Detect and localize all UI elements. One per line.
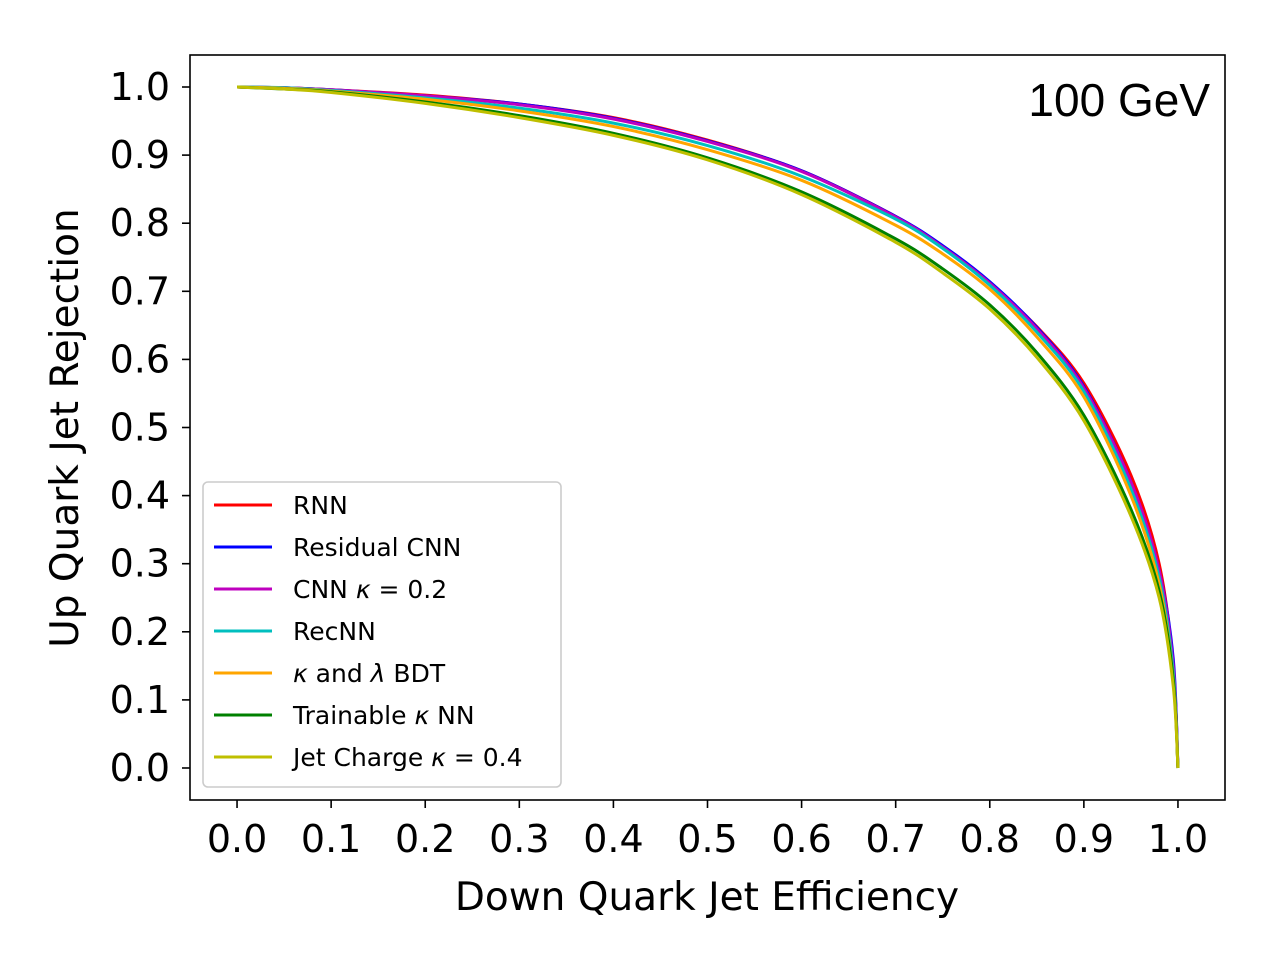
x-tick-label: 0.8 — [960, 817, 1020, 861]
legend-label: RNN — [293, 491, 348, 520]
legend-label: Residual CNN — [293, 533, 461, 562]
y-tick-label: 0.8 — [110, 201, 170, 245]
legend-label: Jet Charge κ = 0.4 — [291, 743, 523, 772]
y-tick-label: 0.4 — [110, 474, 170, 518]
x-tick-label: 0.7 — [865, 817, 925, 861]
y-axis-label: Up Quark Jet Rejection — [43, 208, 88, 648]
legend-label: CNN κ = 0.2 — [293, 575, 447, 604]
legend-label: κ and λ BDT — [293, 659, 446, 688]
energy-annotation: 100 GeV — [1028, 74, 1210, 126]
series-line-6 — [236, 85, 1180, 769]
x-tick-label: 0.2 — [395, 817, 455, 861]
x-tick-label: 0.1 — [301, 817, 361, 861]
legend-label: RecNN — [293, 617, 376, 646]
y-tick-label: 0.1 — [110, 678, 170, 722]
x-tick-label: 0.5 — [677, 817, 737, 861]
y-tick-label: 0.2 — [110, 610, 170, 654]
series-line-2 — [237, 85, 1180, 769]
x-tick-label: 1.0 — [1148, 817, 1208, 861]
y-tick-label: 0.6 — [110, 337, 170, 381]
x-tick-label: 0.6 — [771, 817, 831, 861]
x-axis: 0.0 0.1 0.2 0.3 0.4 0.5 0.6 0.7 0.8 0.9 1.0 — [207, 800, 1208, 861]
legend-frame — [202, 481, 562, 788]
x-tick-label: 0.9 — [1054, 817, 1114, 861]
legend-items: RNN Residual CNN CNN κ = 0.2 RecNN κ and λ B… — [214, 491, 523, 772]
x-tick-label: 0.4 — [583, 817, 643, 861]
y-tick-label: 0.3 — [110, 542, 170, 586]
series-line-4 — [237, 85, 1180, 769]
legend: RNN Residual CNN CNN κ = 0.2 RecNN κ and λ B… — [202, 481, 562, 788]
y-tick-label: 0.7 — [110, 269, 170, 313]
y-tick-label: 0.5 — [110, 406, 170, 450]
x-tick-label: 0.3 — [489, 817, 549, 861]
y-axis: 0.0 0.1 0.2 0.3 0.4 0.5 0.6 0.7 0.8 0.9 1.0 — [110, 65, 190, 790]
series-layer — [236, 85, 1180, 769]
y-tick-label: 0.9 — [110, 133, 170, 177]
x-axis-label: Down Quark Jet Efficiency — [455, 875, 959, 920]
y-tick-label: 1.0 — [110, 65, 170, 109]
legend-label: Trainable κ NN — [292, 701, 475, 730]
x-tick-label: 0.0 — [207, 817, 267, 861]
y-tick-label: 0.0 — [110, 746, 170, 790]
